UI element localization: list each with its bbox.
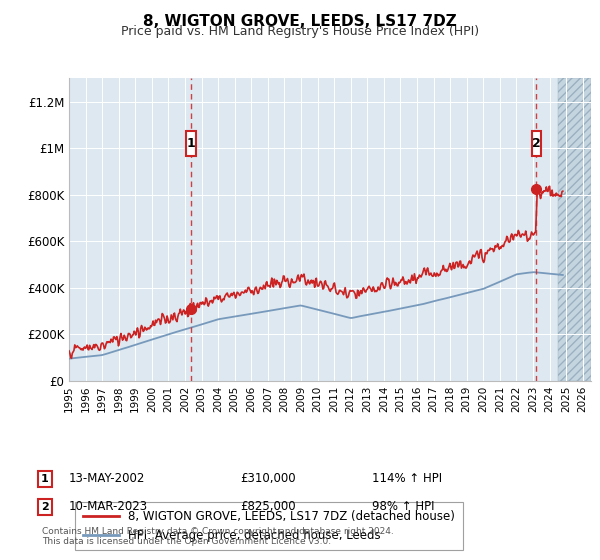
Text: 2: 2 bbox=[532, 137, 541, 150]
Text: £310,000: £310,000 bbox=[240, 472, 296, 486]
Bar bbox=[558, 78, 591, 381]
Text: 8, WIGTON GROVE, LEEDS, LS17 7DZ: 8, WIGTON GROVE, LEEDS, LS17 7DZ bbox=[143, 14, 457, 29]
Text: 1: 1 bbox=[187, 137, 196, 150]
Text: 2: 2 bbox=[41, 502, 49, 512]
Bar bbox=[558, 78, 591, 381]
Text: 1: 1 bbox=[41, 474, 49, 484]
FancyBboxPatch shape bbox=[187, 130, 196, 156]
Text: 13-MAY-2002: 13-MAY-2002 bbox=[69, 472, 145, 486]
Text: 98% ↑ HPI: 98% ↑ HPI bbox=[372, 500, 434, 514]
Text: Price paid vs. HM Land Registry's House Price Index (HPI): Price paid vs. HM Land Registry's House … bbox=[121, 25, 479, 38]
Text: £825,000: £825,000 bbox=[240, 500, 296, 514]
Text: 114% ↑ HPI: 114% ↑ HPI bbox=[372, 472, 442, 486]
Legend: 8, WIGTON GROVE, LEEDS, LS17 7DZ (detached house), HPI: Average price, detached : 8, WIGTON GROVE, LEEDS, LS17 7DZ (detach… bbox=[75, 502, 463, 550]
Text: Contains HM Land Registry data © Crown copyright and database right 2024.
This d: Contains HM Land Registry data © Crown c… bbox=[42, 526, 394, 546]
Text: 10-MAR-2023: 10-MAR-2023 bbox=[69, 500, 148, 514]
FancyBboxPatch shape bbox=[532, 130, 541, 156]
